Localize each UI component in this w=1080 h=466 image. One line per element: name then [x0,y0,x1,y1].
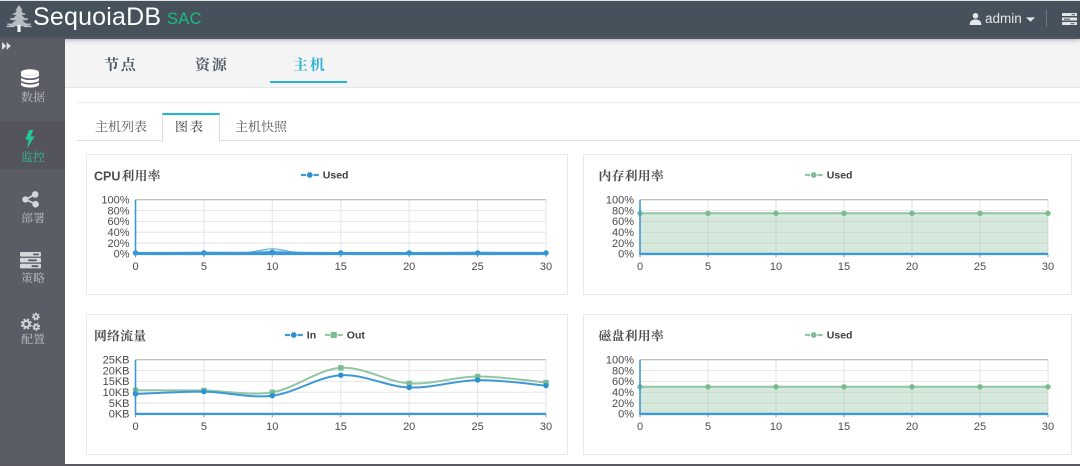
svg-text:30: 30 [1042,421,1054,433]
svg-text:20%: 20% [107,238,129,250]
svg-text:30: 30 [540,261,552,273]
svg-text:25: 25 [471,421,483,433]
svg-text:60%: 60% [107,216,129,228]
svg-text:60%: 60% [612,376,634,388]
svg-text:5: 5 [201,261,207,273]
svg-text:25: 25 [974,261,986,273]
svg-text:0: 0 [637,261,643,273]
svg-text:25KB: 25KB [103,355,130,367]
svg-text:80%: 80% [612,205,634,217]
svg-text:40%: 40% [612,227,634,239]
svg-text:20: 20 [906,421,918,433]
svg-text:30: 30 [540,421,552,433]
svg-text:0%: 0% [618,409,634,421]
svg-text:20: 20 [403,261,415,273]
svg-text:5: 5 [705,421,711,433]
svg-text:CPU: CPU [94,169,120,183]
svg-text:20: 20 [906,261,918,273]
svg-text:80%: 80% [107,205,129,217]
svg-text:60%: 60% [612,216,634,228]
svg-text:Used: Used [827,170,853,182]
svg-text:10KB: 10KB [103,387,130,399]
svg-text:15: 15 [335,261,347,273]
svg-text:40%: 40% [107,227,129,239]
svg-text:5: 5 [201,421,207,433]
svg-text:10: 10 [770,261,782,273]
svg-text:100%: 100% [606,355,634,367]
svg-text:80%: 80% [612,365,634,377]
svg-text:15: 15 [838,421,850,433]
svg-text:15: 15 [335,421,347,433]
svg-text:30: 30 [1042,261,1054,273]
svg-text:0%: 0% [618,249,634,261]
svg-text:10: 10 [266,421,278,433]
svg-text:Used: Used [827,330,853,342]
svg-text:20%: 20% [612,238,634,250]
svg-text:0%: 0% [114,249,130,261]
svg-text:0: 0 [132,421,138,433]
svg-text:25: 25 [471,261,483,273]
svg-text:15: 15 [838,261,850,273]
svg-text:0: 0 [637,421,643,433]
svg-text:In: In [307,330,316,342]
svg-text:20KB: 20KB [103,365,130,377]
svg-text:Used: Used [323,170,349,182]
svg-text:5: 5 [705,261,711,273]
svg-text:15KB: 15KB [103,376,130,388]
svg-text:25: 25 [974,421,986,433]
svg-text:0: 0 [132,261,138,273]
svg-text:100%: 100% [606,195,634,207]
svg-text:40%: 40% [612,387,634,399]
svg-text:10: 10 [266,261,278,273]
svg-text:20%: 20% [612,398,634,410]
svg-text:10: 10 [770,421,782,433]
svg-text:20: 20 [403,421,415,433]
svg-text:Out: Out [347,330,366,342]
svg-text:5KB: 5KB [109,398,130,410]
svg-text:100%: 100% [101,195,129,207]
svg-text:0KB: 0KB [109,409,130,421]
